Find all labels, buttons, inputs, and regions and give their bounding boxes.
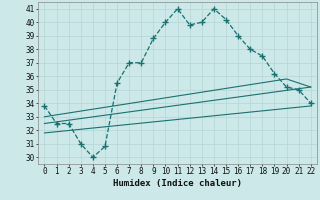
X-axis label: Humidex (Indice chaleur): Humidex (Indice chaleur) [113, 179, 242, 188]
